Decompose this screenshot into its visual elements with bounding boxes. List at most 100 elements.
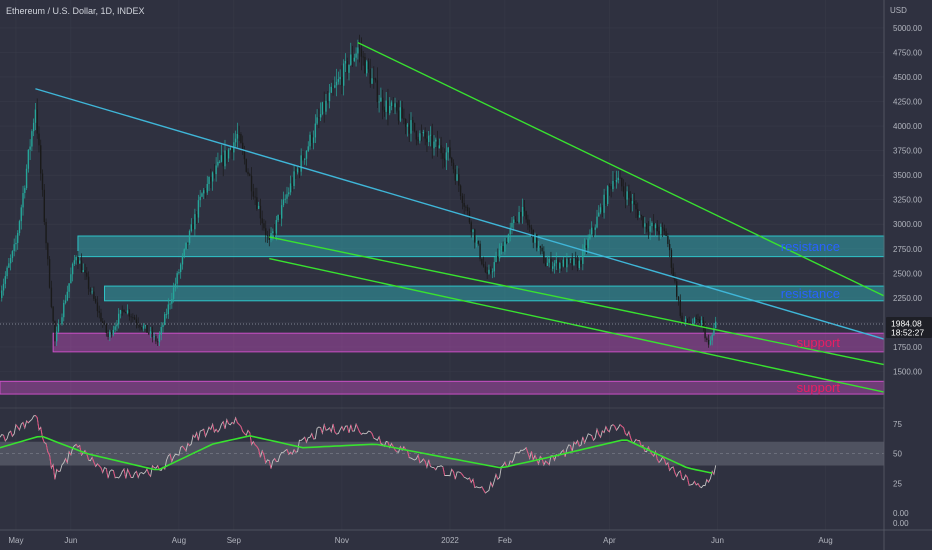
candle-body <box>617 177 619 180</box>
candle-body <box>541 247 543 252</box>
rsi-down-segment <box>369 431 373 434</box>
candle-body <box>608 186 611 187</box>
candle-body <box>373 78 375 80</box>
candle-body <box>270 233 272 240</box>
candle-body <box>179 264 182 273</box>
candle-body <box>505 241 508 243</box>
candle-body <box>350 54 352 65</box>
rsi-down-segment <box>686 477 690 486</box>
rsi-down-segment <box>311 433 314 440</box>
candle-body <box>543 251 545 264</box>
rsi-down-segment <box>509 460 513 463</box>
candle-body <box>576 259 579 268</box>
candle-body <box>454 169 456 181</box>
candle-body <box>504 241 506 252</box>
candle-body <box>201 193 203 197</box>
rsi-down-segment <box>460 472 463 476</box>
price-tick-label: 3750.00 <box>893 147 922 156</box>
candle-body <box>355 53 357 58</box>
candle-body <box>160 326 162 335</box>
candle-body <box>702 320 705 327</box>
candle-body <box>383 110 386 112</box>
candle-body <box>15 242 17 245</box>
candle-body <box>555 259 557 264</box>
rsi-down-segment <box>531 451 534 461</box>
candle-body <box>433 141 435 149</box>
time-tick-label: Apr <box>603 536 616 545</box>
candle-body <box>178 272 180 274</box>
candle-body <box>553 263 556 267</box>
candle-body <box>156 341 159 343</box>
rsi-down-segment <box>79 445 82 456</box>
candle-body <box>679 300 681 316</box>
candle-body <box>323 102 325 112</box>
candle-body <box>112 329 115 335</box>
candle-body <box>273 231 276 234</box>
candle-body <box>378 101 380 103</box>
candle-body <box>667 235 669 244</box>
rsi-down-segment <box>483 489 486 494</box>
rsi-down-segment <box>112 470 116 478</box>
candle-body <box>436 139 439 149</box>
candle-body <box>45 221 47 244</box>
candle-body <box>445 152 448 161</box>
candle-body <box>699 319 701 325</box>
blue-trendline <box>35 88 885 340</box>
rsi-tick-label: 50 <box>893 450 902 459</box>
candle-body <box>534 234 536 243</box>
rsi-down-segment <box>286 449 290 455</box>
candle-body <box>596 216 598 228</box>
time-axis[interactable]: May Jun Aug Sep Nov 2022 Feb Apr Jun Aug <box>8 536 832 545</box>
candle-body <box>282 199 285 206</box>
candle-body <box>472 229 474 233</box>
rsi-down-segment <box>495 474 499 480</box>
candle-body <box>36 109 38 134</box>
candle-body <box>105 324 107 333</box>
candle-body <box>582 249 584 264</box>
candle-body <box>642 216 644 227</box>
rsi-down-segment <box>212 424 215 433</box>
rsi-down-segment <box>453 471 456 480</box>
rsi-down-segment <box>619 424 623 427</box>
rsi-down-segment <box>192 434 196 438</box>
rsi-down-segment <box>346 425 350 433</box>
rsi-down-segment <box>244 433 247 436</box>
candle-body <box>497 256 499 259</box>
candle-body <box>598 212 600 217</box>
candle-body <box>151 331 154 338</box>
candle-body <box>353 57 356 62</box>
candle-body <box>447 147 449 153</box>
candle-body <box>40 145 42 174</box>
candle-body <box>415 131 418 140</box>
candle-body <box>234 138 237 143</box>
rsi-down-segment <box>320 427 323 434</box>
candle-body <box>637 209 639 218</box>
rsi-down-segment <box>541 458 545 466</box>
candle-body <box>20 207 22 222</box>
candle-body <box>348 64 350 73</box>
rsi-down-segment <box>49 455 52 469</box>
candle-body <box>192 224 194 230</box>
candle-body <box>548 258 550 263</box>
rsi-down-segment <box>711 471 715 475</box>
time-tick-label: Aug <box>818 536 832 545</box>
candle-body <box>527 219 529 226</box>
rsi-down-segment <box>75 444 79 448</box>
candle-body <box>709 340 712 345</box>
time-tick-label: Jun <box>64 536 77 545</box>
rsi-axis[interactable]: 75 50 25 0.000.00 <box>893 420 909 528</box>
candle-body <box>645 223 648 229</box>
candle-body <box>309 134 311 147</box>
rsi-down-segment <box>451 469 454 473</box>
rsi-down-segment <box>674 472 678 477</box>
rsi-down-segment <box>391 443 394 447</box>
candle-body <box>8 263 10 268</box>
rsi-down-segment <box>667 462 671 471</box>
price-axis[interactable]: USD 1500.001750.002000.002250.002500.002… <box>890 6 922 376</box>
candle-body <box>82 270 84 272</box>
candle-body <box>102 321 104 324</box>
candle-body <box>693 318 696 323</box>
candle-body <box>217 161 219 166</box>
candle-body <box>484 266 487 273</box>
